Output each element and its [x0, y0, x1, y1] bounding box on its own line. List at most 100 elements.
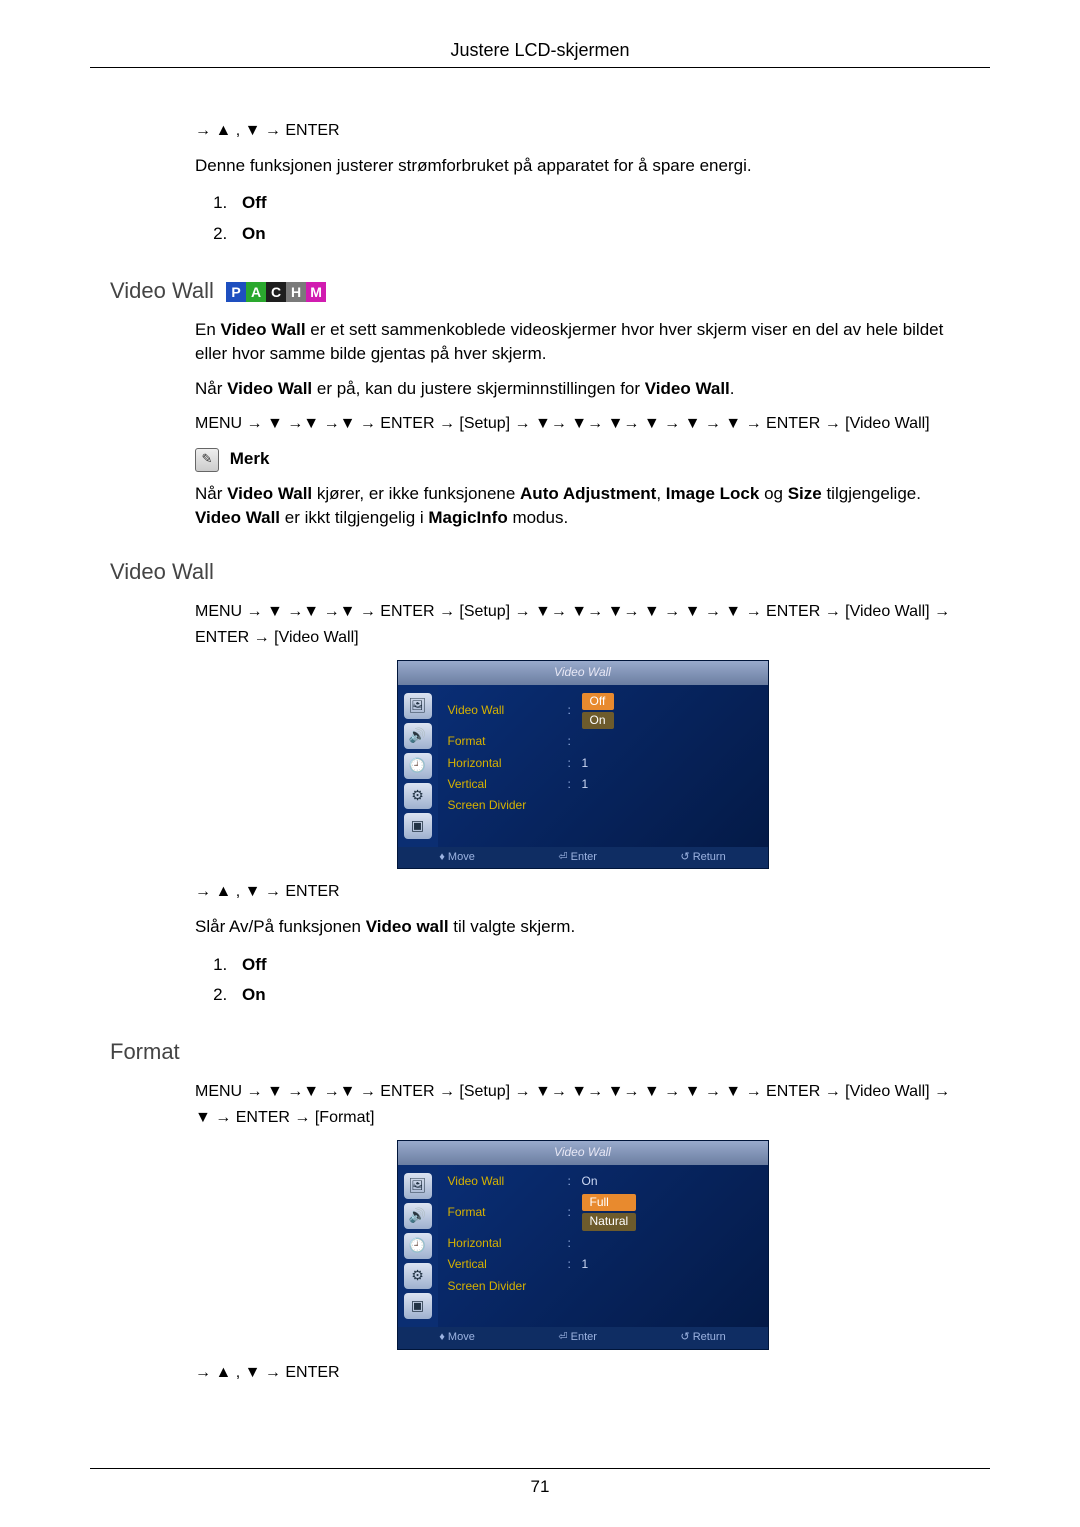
osd-label: Screen Divider — [448, 1278, 568, 1295]
text: er ikkt tilgjengelig i — [280, 508, 428, 527]
osd-colon: : — [568, 733, 582, 750]
page-footer: 71 — [90, 1468, 990, 1497]
osd-label: Video Wall — [448, 702, 568, 719]
osd-label: Screen Divider — [448, 797, 568, 814]
osd-row: Format : Full Natural — [448, 1192, 758, 1233]
text: Return — [693, 1331, 726, 1343]
osd-row: Format : — [448, 731, 758, 752]
osd-label: Vertical — [448, 776, 568, 793]
note-icon: ✎ — [195, 448, 219, 472]
osd-label: Format — [448, 733, 568, 750]
heading-text: Video Wall — [110, 278, 214, 303]
osd-footer-return: ↺ Return — [680, 1330, 725, 1346]
osd-row: Screen Divider — [448, 1276, 758, 1297]
osd-footer-move: ♦ Move — [439, 850, 475, 866]
osd-label: Horizontal — [448, 1235, 568, 1252]
note-label: Merk — [230, 449, 270, 468]
bold-text: Video Wall — [227, 379, 312, 398]
text: Move — [448, 851, 475, 863]
content-area: → ▲ , ▼ → ENTER Denne funksjonen justere… — [90, 68, 990, 1385]
vw-paragraph-2: Når Video Wall er på, kan du justere skj… — [195, 377, 970, 402]
osd-colon: : — [568, 1204, 582, 1221]
osd-value-stack: Full Natural — [582, 1194, 637, 1231]
osd-row: Horizontal : 1 — [448, 753, 758, 774]
osd-value-stack: Off On — [582, 693, 614, 730]
osd-footer: ♦ Move ⏎ Enter ↺ Return — [398, 847, 768, 869]
bold-text: Size — [788, 484, 822, 503]
osd-footer-enter: ⏎ Enter — [558, 850, 597, 866]
text: tilgjengelige. — [822, 484, 921, 503]
osd-footer: ♦ Move ⏎ Enter ↺ Return — [398, 1327, 768, 1349]
videowall-heading: Video Wall P A C H M — [110, 278, 970, 304]
multi-icon: ▣ — [404, 1293, 432, 1319]
clock-icon: 🕘 — [404, 1233, 432, 1259]
text: Move — [448, 1331, 475, 1343]
osd-value: Off — [582, 693, 614, 710]
osd-value: On — [582, 1173, 598, 1190]
badge-a: A — [246, 282, 266, 302]
text: Return — [693, 851, 726, 863]
vw-note-text: Når Video Wall kjører, er ikke funksjone… — [195, 482, 970, 531]
picture-icon: 🖼 — [404, 1173, 432, 1199]
list-item: Off — [232, 950, 970, 981]
osd-body: 🖼 🔊 🕘 ⚙ ▣ Video Wall : On Format — [398, 1165, 768, 1327]
osd-colon: : — [568, 1173, 582, 1190]
osd-value: 1 — [582, 1256, 589, 1273]
sound-icon: 🔊 — [404, 1203, 432, 1229]
videowall-sub-body: MENU → ▼ →▼ →▼ → ENTER → [Setup] → ▼→ ▼→… — [195, 599, 970, 1011]
osd-colon: : — [568, 1235, 582, 1252]
osd-value: On — [582, 712, 614, 729]
osd-footer-return: ↺ Return — [680, 850, 725, 866]
multi-icon: ▣ — [404, 813, 432, 839]
picture-icon: 🖼 — [404, 693, 432, 719]
osd-colon: : — [568, 755, 582, 772]
osd-icon-col: 🖼 🔊 🕘 ⚙ ▣ — [398, 1165, 438, 1327]
bold-text: Video Wall — [227, 484, 312, 503]
osd-value: Natural — [582, 1213, 637, 1230]
text: Når — [195, 484, 227, 503]
osd-row: Video Wall : On — [448, 1171, 758, 1192]
opt-off: Off — [242, 193, 267, 212]
bold-text: MagicInfo — [428, 508, 507, 527]
sound-icon: 🔊 — [404, 723, 432, 749]
bold-text: Video Wall — [221, 320, 306, 339]
power-desc: Denne funksjonen justerer strømforbruket… — [195, 154, 970, 179]
opt-on: On — [242, 985, 266, 1004]
text: En — [195, 320, 221, 339]
badge-p: P — [226, 282, 246, 302]
osd-title: Video Wall — [398, 1141, 768, 1164]
text: til valgte skjerm. — [449, 917, 576, 936]
osd-row: Vertical : 1 — [448, 774, 758, 795]
osd-row: Horizontal : — [448, 1233, 758, 1254]
vw-sub-nav: MENU → ▼ →▼ →▼ → ENTER → [Setup] → ▼→ ▼→… — [195, 599, 970, 650]
power-options: Off On — [217, 188, 970, 249]
footer-divider — [90, 1468, 990, 1469]
osd-label: Horizontal — [448, 755, 568, 772]
text: kjører, er ikke funksjonene — [312, 484, 520, 503]
text: Enter — [571, 851, 597, 863]
page-header-title: Justere LCD-skjermen — [90, 40, 990, 61]
osd-title: Video Wall — [398, 661, 768, 684]
osd-value: 1 — [582, 776, 589, 793]
format-nav: MENU → ▼ →▼ →▼ → ENTER → [Setup] → ▼→ ▼→… — [195, 1079, 970, 1130]
badge-h: H — [286, 282, 306, 302]
page: Justere LCD-skjermen → ▲ , ▼ → ENTER Den… — [0, 0, 1080, 1527]
osd-row: Video Wall : Off On — [448, 691, 758, 732]
badge-m: M — [306, 282, 326, 302]
vw-paragraph-1: En Video Wall er et sett sammenkoblede v… — [195, 318, 970, 367]
videowall-sub-heading: Video Wall — [110, 559, 970, 585]
text: Når — [195, 379, 227, 398]
text: er et sett sammenkoblede videoskjermer h… — [195, 320, 943, 364]
badge-c: C — [266, 282, 286, 302]
text: , — [656, 484, 665, 503]
badge-row: P A C H M — [226, 282, 326, 302]
format-body: MENU → ▼ →▼ →▼ → ENTER → [Setup] → ▼→ ▼→… — [195, 1079, 970, 1385]
bold-text: Auto Adjustment — [520, 484, 656, 503]
osd-label: Vertical — [448, 1256, 568, 1273]
osd-colon: : — [568, 776, 582, 793]
osd-videowall: Video Wall 🖼 🔊 🕘 ⚙ ▣ Video Wall : — [397, 660, 769, 869]
list-item: Off — [232, 188, 970, 219]
format-nav2: → ▲ , ▼ → ENTER — [195, 1360, 970, 1386]
osd-colon: : — [568, 1256, 582, 1273]
gear-icon: ⚙ — [404, 783, 432, 809]
